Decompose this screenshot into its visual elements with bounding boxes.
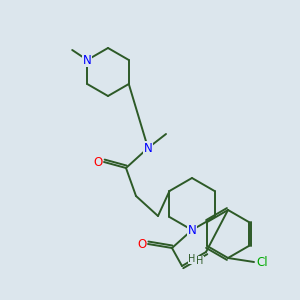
Text: H: H [188,254,196,264]
Text: N: N [83,53,92,67]
Text: O: O [93,155,103,169]
Text: Cl: Cl [256,256,268,268]
Text: N: N [188,224,196,236]
Text: N: N [144,142,152,154]
Text: H: H [196,256,204,266]
Text: O: O [137,238,147,250]
